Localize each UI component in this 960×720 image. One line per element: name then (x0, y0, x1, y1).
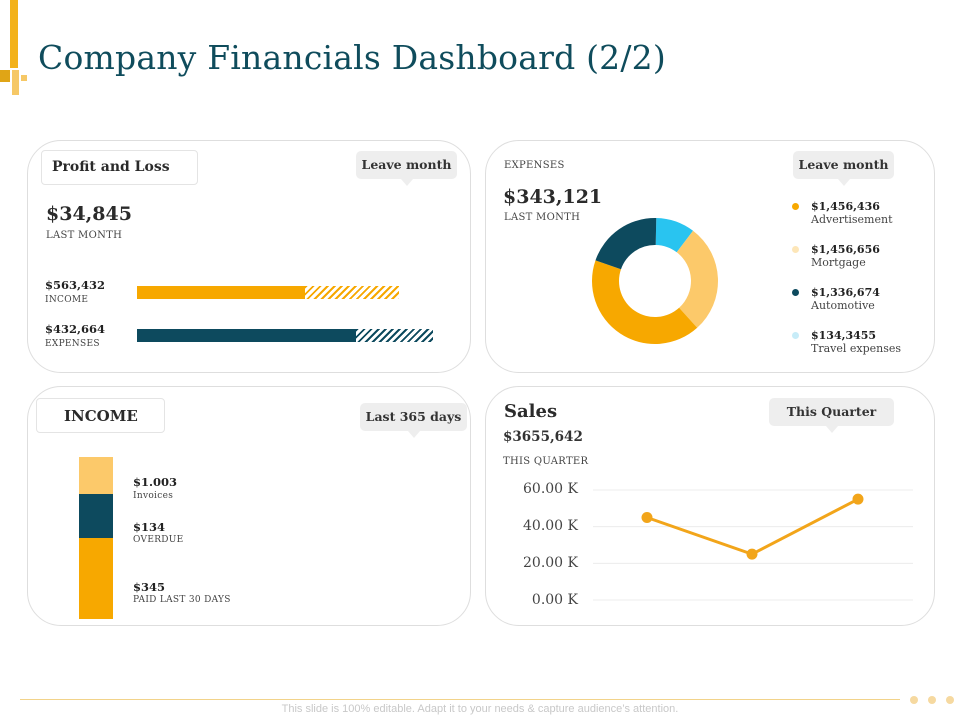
corner-decoration (0, 70, 10, 82)
paid-label: PAID LAST 30 DAYS (133, 595, 231, 605)
sales-period-callout[interactable]: This Quarter (769, 398, 894, 433)
footer-dot (910, 696, 918, 704)
donut-slice-travel-expenses (655, 218, 694, 253)
sales-line-chart (593, 489, 913, 601)
footer-dot (928, 696, 936, 704)
income-stacked-bar (79, 457, 113, 619)
legend-label-mortgage: Mortgage (811, 256, 866, 269)
corner-decoration (10, 0, 18, 68)
expenses-period-callout[interactable]: Leave month (793, 151, 894, 186)
corner-decoration (21, 75, 27, 81)
expenses-total-label: LAST MONTH (504, 212, 581, 223)
profit-loss-total-label: LAST MONTH (46, 230, 123, 241)
legend-label-advertisement: Advertisement (811, 213, 893, 226)
y-tick-label: 20.00 K (523, 555, 578, 571)
income-period-callout[interactable]: Last 365 days (360, 403, 467, 438)
legend-dot-advertisement (792, 203, 799, 210)
donut-slice-automotive (595, 218, 657, 270)
income-segment-overdue (79, 494, 113, 538)
legend-dot-mortgage (792, 246, 799, 253)
legend-label-travel-expenses: Travel expenses (811, 342, 902, 355)
income-segment-invoices (79, 457, 113, 494)
y-tick-label: 0.00 K (531, 592, 578, 608)
overdue-value: $134 (133, 520, 166, 534)
footer-divider (20, 699, 900, 700)
income-value: $563,432 (45, 278, 106, 292)
y-tick-label: 40.00 K (523, 518, 578, 534)
footer-note: This slide is 100% editable. Adapt it to… (281, 703, 679, 715)
invoices-label: Invoices (133, 491, 174, 501)
legend-value-mortgage: $1,456,656 (811, 243, 880, 256)
expenses-bar-hatched (356, 329, 433, 342)
expenses-donut-chart (592, 218, 718, 344)
profit-loss-period-callout[interactable]: Leave month (356, 151, 457, 186)
donut-slice-mortgage (676, 230, 718, 328)
profit-loss-header: Profit and Loss (41, 150, 198, 185)
sales-point (746, 548, 758, 560)
expenses-header: EXPENSES (504, 160, 565, 171)
sales-total-label: THIS QUARTER (503, 456, 589, 467)
legend-dot-automotive (792, 289, 799, 296)
legend-label-automotive: Automotive (811, 299, 875, 312)
income-segment-paid-last-30-days (79, 538, 113, 619)
sales-total: $3655,642 (503, 429, 583, 445)
expenses-value: $432,664 (45, 322, 106, 336)
sales-point (641, 512, 653, 523)
profit-loss-total: $34,845 (46, 203, 132, 225)
page-title: Company Financials Dashboard (2/2) (38, 38, 666, 77)
expenses-bar (137, 329, 356, 342)
footer-dot (946, 696, 954, 704)
income-header: INCOME (36, 398, 165, 433)
y-tick-label: 60.00 K (523, 481, 578, 497)
legend-value-automotive: $1,336,674 (811, 286, 880, 299)
invoices-value: $1.003 (133, 475, 178, 489)
corner-decoration (12, 70, 19, 95)
paid-value: $345 (133, 580, 166, 594)
expenses-total: $343,121 (503, 186, 603, 208)
legend-value-advertisement: $1,456,436 (811, 200, 880, 213)
overdue-label: OVERDUE (133, 535, 184, 545)
income-label: INCOME (45, 295, 89, 305)
expenses-label: EXPENSES (45, 339, 100, 349)
income-bar-hatched (305, 286, 399, 299)
income-bar (137, 286, 305, 299)
sales-point (852, 493, 864, 505)
sales-card (485, 386, 935, 626)
legend-dot-travel-expenses (792, 332, 799, 339)
donut-slice-advertisement (592, 260, 698, 344)
sales-header: Sales (504, 401, 558, 422)
legend-value-travel-expenses: $134,3455 (811, 329, 877, 342)
